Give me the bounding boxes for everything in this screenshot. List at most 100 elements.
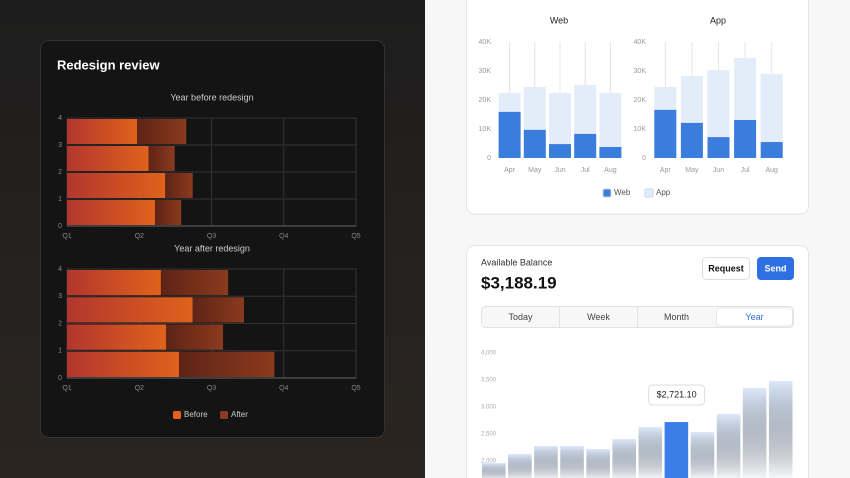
tab[interactable]: Year bbox=[745, 312, 763, 322]
bar-segment bbox=[192, 297, 245, 323]
bar-fade bbox=[638, 426, 663, 478]
y-tick-label: 30K bbox=[479, 68, 492, 75]
bar bbox=[549, 93, 571, 158]
bar bbox=[664, 422, 689, 478]
tooltip bbox=[648, 384, 706, 406]
legend-label: Web bbox=[614, 188, 631, 197]
y-tick-label: 0 bbox=[58, 375, 62, 382]
bar-segment bbox=[67, 146, 149, 171]
x-tick-label: Q2 bbox=[135, 385, 144, 392]
y-tick-label: 30K bbox=[634, 68, 647, 75]
bar-fade bbox=[690, 432, 715, 478]
y-tick-label: 10K bbox=[479, 126, 492, 133]
bar bbox=[760, 73, 783, 158]
bar-segment bbox=[137, 119, 187, 144]
chart-title: App bbox=[710, 15, 726, 25]
bar bbox=[760, 142, 783, 158]
request-button-label[interactable]: Request bbox=[708, 263, 744, 273]
bar bbox=[549, 144, 571, 158]
y-tick-label: 1 bbox=[58, 348, 62, 355]
chart-title: Year before redesign bbox=[170, 92, 253, 102]
y-tick-label: 3,000 bbox=[481, 405, 497, 411]
x-tick-label: Apr bbox=[660, 167, 672, 174]
chart-title: Year after redesign bbox=[174, 243, 250, 253]
bar bbox=[707, 137, 730, 158]
bar-segment bbox=[178, 351, 275, 377]
legend-label: App bbox=[656, 188, 671, 197]
x-tick-label: Jun bbox=[713, 167, 724, 174]
bar bbox=[498, 111, 521, 158]
traffic-card bbox=[466, 0, 809, 215]
bar-segment bbox=[67, 119, 138, 144]
x-tick-label: Q2 bbox=[135, 233, 144, 240]
bar-segment bbox=[165, 324, 224, 350]
y-tick-label: 2 bbox=[58, 169, 62, 176]
x-tick-label: Apr bbox=[504, 167, 516, 174]
y-tick-label: 3,500 bbox=[481, 378, 497, 384]
y-tick-label: 4 bbox=[58, 115, 62, 122]
balance-label: Available Balance bbox=[481, 257, 552, 267]
send-button[interactable] bbox=[757, 257, 794, 280]
bar-segment bbox=[67, 351, 179, 377]
bar-fade bbox=[742, 387, 767, 478]
y-tick-label: 20K bbox=[634, 97, 647, 104]
y-tick-label: 1 bbox=[58, 196, 62, 203]
y-tick-label: 2,000 bbox=[481, 459, 497, 465]
y-tick-label: 0 bbox=[642, 155, 646, 162]
x-tick-label: May bbox=[528, 167, 542, 174]
x-tick-label: Q3 bbox=[207, 385, 216, 392]
bar bbox=[654, 109, 677, 158]
x-tick-label: Q3 bbox=[207, 233, 216, 240]
bar-fade bbox=[612, 439, 636, 478]
y-tick-label: 2 bbox=[58, 320, 62, 327]
chart-title: Web bbox=[550, 15, 568, 25]
send-button-label[interactable]: Send bbox=[764, 263, 786, 273]
x-tick-label: Q4 bbox=[279, 233, 288, 240]
tab[interactable]: Week bbox=[587, 312, 610, 322]
bar-fade bbox=[508, 453, 532, 478]
legend-swatch bbox=[173, 411, 181, 419]
x-tick-label: Q1 bbox=[62, 385, 71, 392]
tab[interactable]: Today bbox=[508, 312, 533, 322]
legend-swatch bbox=[644, 188, 654, 198]
x-tick-label: Q5 bbox=[351, 385, 360, 392]
tooltip-label: $2,721.10 bbox=[657, 389, 697, 399]
card-title: Redesign review bbox=[57, 57, 160, 72]
y-tick-label: 20K bbox=[479, 97, 492, 104]
tab-active[interactable] bbox=[716, 307, 793, 327]
bar bbox=[680, 122, 703, 158]
x-tick-label: May bbox=[685, 167, 699, 174]
request-button[interactable] bbox=[702, 257, 750, 280]
y-tick-label: 3 bbox=[58, 142, 62, 149]
y-tick-label: 3 bbox=[58, 293, 62, 300]
bar-segment bbox=[67, 297, 193, 323]
bar-segment bbox=[165, 173, 193, 198]
x-tick-label: Aug bbox=[604, 167, 617, 174]
legend-swatch bbox=[220, 411, 228, 419]
bar bbox=[707, 70, 730, 158]
legend-label: After bbox=[231, 410, 248, 419]
y-tick-label: 2,500 bbox=[481, 432, 497, 438]
balance-amount: $3,188.19 bbox=[481, 273, 557, 292]
bar bbox=[599, 93, 622, 158]
y-tick-label: 4,000 bbox=[481, 351, 497, 357]
bar-segment bbox=[148, 146, 175, 171]
x-tick-label: Q1 bbox=[62, 233, 71, 240]
legend-swatch bbox=[602, 188, 612, 198]
y-tick-label: 10K bbox=[634, 126, 647, 133]
x-tick-label: Q4 bbox=[279, 385, 288, 392]
bar bbox=[599, 146, 622, 158]
bar-fade bbox=[534, 445, 558, 478]
x-tick-label: Q5 bbox=[351, 233, 360, 240]
y-tick-label: 40K bbox=[479, 39, 492, 46]
bar-fade bbox=[768, 381, 793, 478]
y-tick-label: 40K bbox=[634, 39, 647, 46]
tab[interactable]: Month bbox=[664, 312, 689, 322]
bar-fade bbox=[560, 445, 584, 478]
bar-fade bbox=[482, 462, 506, 478]
bar-segment bbox=[160, 270, 229, 296]
bar bbox=[523, 129, 546, 158]
bar bbox=[734, 120, 757, 158]
